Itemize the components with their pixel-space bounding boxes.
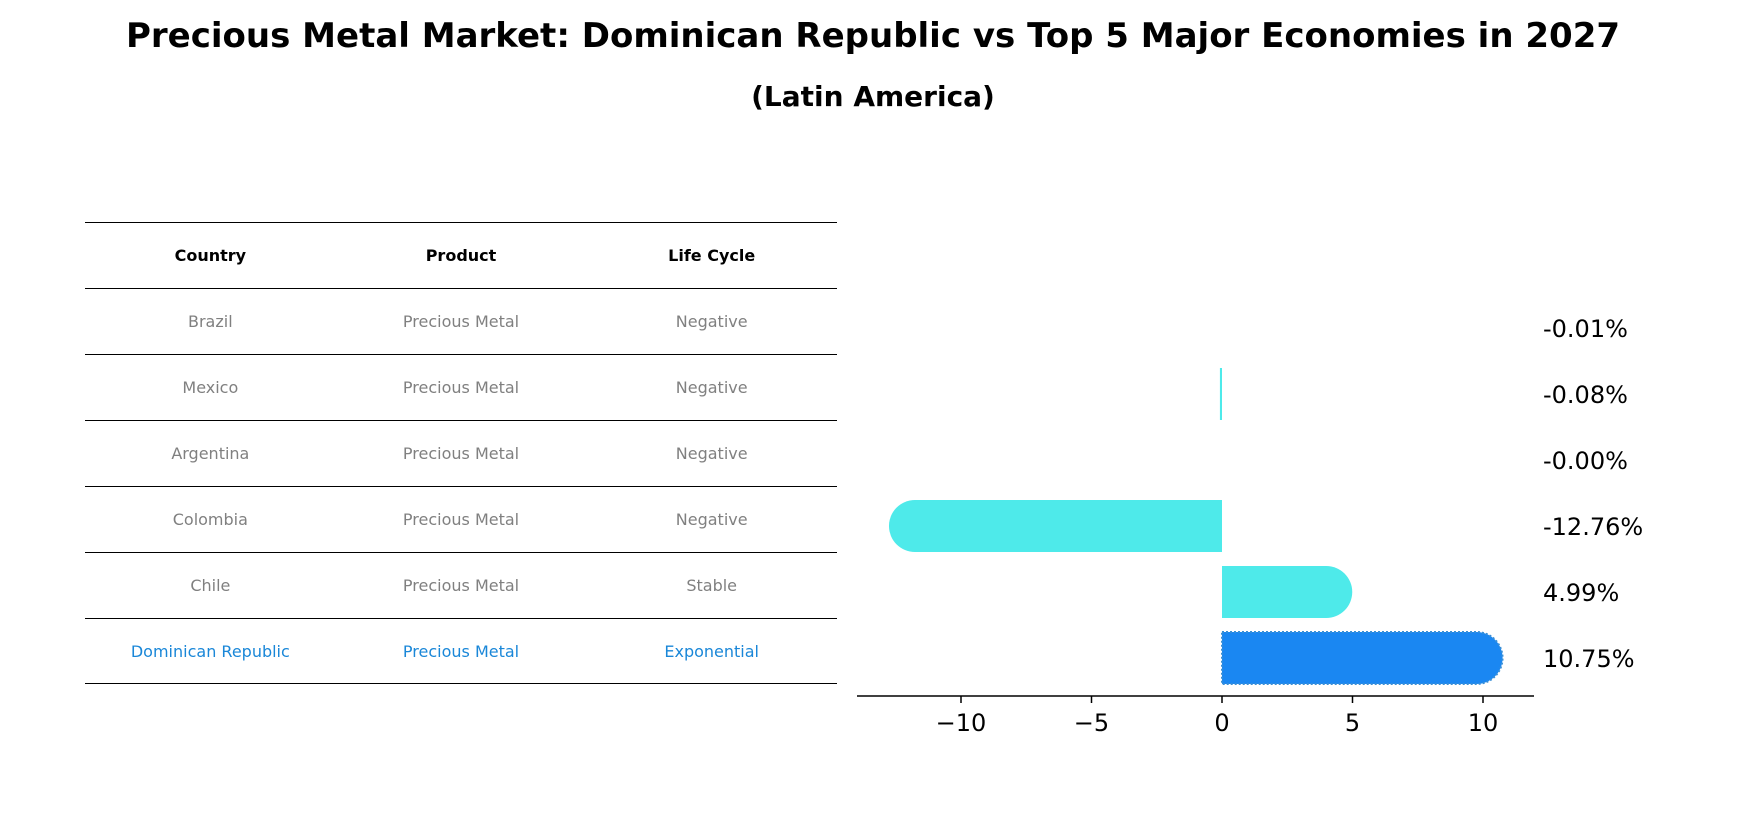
cell-country: Chile xyxy=(190,576,231,595)
cell-product: Precious Metal xyxy=(402,444,520,463)
cell-life-cycle: Negative xyxy=(675,444,748,463)
value-label: -12.76% xyxy=(1543,513,1643,541)
x-tick-label: −10 xyxy=(936,709,987,737)
value-label: 10.75% xyxy=(1543,645,1635,673)
cell-life-cycle: Negative xyxy=(675,510,748,529)
value-label: 4.99% xyxy=(1543,579,1619,607)
cell-country: Argentina xyxy=(171,444,250,463)
x-tick-label: 0 xyxy=(1214,709,1229,737)
table-row: Brazil Precious Metal Negative xyxy=(85,288,837,354)
table-row: Argentina Precious Metal Negative xyxy=(85,420,837,486)
cell-life-cycle: Exponential xyxy=(664,641,759,661)
table-row-highlight: Dominican Republic Precious Metal Expone… xyxy=(85,618,837,684)
cell-product: Precious Metal xyxy=(402,312,520,331)
cell-country: Colombia xyxy=(172,510,248,529)
value-label: -0.08% xyxy=(1543,381,1628,409)
x-tick-label: 5 xyxy=(1345,709,1360,737)
value-label: -0.00% xyxy=(1543,447,1628,475)
header-life-cycle: Life Cycle xyxy=(668,246,756,265)
data-table: Country Product Life Cycle Brazil Precio… xyxy=(85,222,837,684)
cell-country: Mexico xyxy=(182,378,239,397)
chart-title: Precious Metal Market: Dominican Republi… xyxy=(125,16,1621,56)
bar-mexico xyxy=(1219,368,1222,420)
bar-chile xyxy=(1222,566,1353,618)
cell-life-cycle: Stable xyxy=(686,576,738,595)
chart-subtitle: (Latin America) xyxy=(751,80,995,113)
cell-life-cycle: Negative xyxy=(675,312,748,331)
cell-product: Precious Metal xyxy=(402,378,520,397)
cell-product: Precious Metal xyxy=(402,576,520,595)
table-row: Colombia Precious Metal Negative xyxy=(85,486,837,552)
cell-product: Precious Metal xyxy=(402,641,520,661)
bar-colombia xyxy=(888,500,1222,552)
table-row: Mexico Precious Metal Negative xyxy=(85,354,837,420)
cell-product: Precious Metal xyxy=(402,510,520,529)
table-header-row: Country Product Life Cycle xyxy=(85,222,837,288)
x-tick-label: −5 xyxy=(1074,709,1109,737)
table-row: Chile Precious Metal Stable xyxy=(85,552,837,618)
value-label: -0.01% xyxy=(1543,315,1628,343)
x-tick-label: 10 xyxy=(1468,709,1499,737)
cell-country: Dominican Republic xyxy=(130,641,290,661)
cell-life-cycle: Negative xyxy=(675,378,748,397)
cell-country: Brazil xyxy=(188,312,233,331)
header-product: Product xyxy=(425,246,497,265)
header-country: Country xyxy=(174,246,247,265)
bar-dominican-republic xyxy=(1221,631,1504,685)
